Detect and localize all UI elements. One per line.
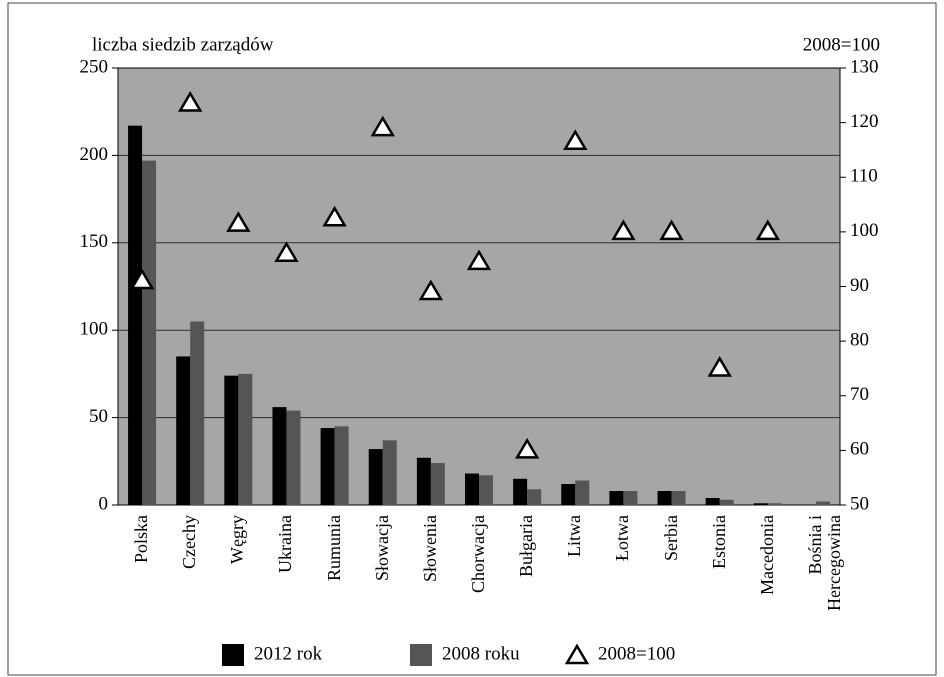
marker bbox=[418, 279, 444, 301]
y2-tick-label: 60 bbox=[850, 439, 869, 460]
bar bbox=[465, 473, 479, 505]
x-tick-label: Litwa bbox=[564, 515, 585, 557]
legend-swatch bbox=[222, 644, 244, 666]
y-tick-label: 100 bbox=[80, 319, 109, 340]
bar bbox=[767, 503, 782, 505]
bar bbox=[286, 410, 301, 505]
legend-swatch bbox=[410, 644, 432, 666]
marker bbox=[611, 219, 636, 241]
bar bbox=[272, 407, 287, 505]
x-tick-label: Łotwa bbox=[612, 515, 633, 561]
y-tick-label: 250 bbox=[80, 56, 109, 77]
marker bbox=[178, 91, 203, 112]
x-tick-label: Bośnia i Hercegowina bbox=[804, 515, 844, 611]
bar bbox=[671, 491, 686, 505]
x-tick-label: Bułgaria bbox=[516, 515, 537, 577]
frame bbox=[7, 2, 937, 676]
y2-tick-label: 110 bbox=[850, 166, 878, 187]
y2-tick-label: 100 bbox=[850, 220, 879, 241]
bar bbox=[238, 373, 253, 505]
bar bbox=[575, 480, 590, 505]
bar bbox=[753, 503, 768, 505]
bar bbox=[623, 491, 638, 505]
bar bbox=[479, 475, 493, 505]
y2-axis-label: 2008=100 bbox=[803, 34, 880, 55]
x-tick-label: Słowacja bbox=[371, 515, 392, 581]
x-tick-label: Polska bbox=[131, 515, 152, 564]
x-tick-label: Rumunia bbox=[323, 515, 344, 581]
marker bbox=[226, 211, 251, 232]
legend-label: 2008 roku bbox=[442, 643, 520, 664]
bar bbox=[128, 125, 143, 506]
bar bbox=[513, 478, 528, 505]
x-tick-label: Węgry bbox=[227, 515, 248, 564]
bar bbox=[368, 449, 383, 505]
bar bbox=[224, 375, 239, 505]
legend-label: 2012 rok bbox=[254, 643, 323, 664]
bar bbox=[320, 428, 335, 505]
y2-tick-label: 90 bbox=[850, 275, 869, 296]
x-tick-label: Ukraina bbox=[275, 515, 296, 573]
marker bbox=[322, 205, 347, 227]
marker bbox=[659, 219, 684, 241]
marker bbox=[514, 437, 540, 459]
bar bbox=[527, 489, 542, 505]
marker bbox=[563, 129, 588, 150]
bar bbox=[176, 356, 191, 505]
y-tick-label: 0 bbox=[99, 493, 109, 514]
x-tick-label: Słowenia bbox=[419, 515, 440, 582]
marker bbox=[274, 241, 299, 262]
y2-tick-label: 70 bbox=[850, 384, 869, 405]
bar bbox=[142, 160, 157, 506]
x-tick-label: Estonia bbox=[708, 515, 729, 569]
bar bbox=[815, 501, 830, 505]
bar bbox=[382, 440, 397, 505]
marker bbox=[707, 355, 732, 377]
bar bbox=[657, 491, 672, 505]
bar bbox=[430, 463, 445, 505]
x-tick-label: Czechy bbox=[179, 515, 200, 569]
y-axis-label: liczba siedzib zarządów bbox=[92, 34, 274, 55]
bar bbox=[334, 426, 349, 505]
x-tick-label: Chorwacja bbox=[468, 515, 488, 593]
y-tick-label: 200 bbox=[80, 144, 109, 165]
marker bbox=[755, 219, 780, 241]
bar bbox=[561, 484, 576, 505]
bar bbox=[719, 499, 734, 505]
bar bbox=[190, 321, 205, 505]
y2-tick-label: 120 bbox=[850, 111, 879, 132]
bar bbox=[705, 498, 720, 505]
marker bbox=[370, 115, 395, 137]
legend-marker bbox=[564, 643, 590, 665]
marker bbox=[466, 249, 492, 271]
x-tick-label: Serbia bbox=[660, 515, 681, 561]
bar bbox=[416, 457, 431, 505]
y-tick-label: 150 bbox=[80, 231, 109, 252]
y2-tick-label: 50 bbox=[850, 493, 869, 514]
y2-tick-label: 130 bbox=[850, 56, 879, 77]
y-tick-label: 50 bbox=[89, 406, 108, 427]
y2-tick-label: 80 bbox=[850, 329, 869, 350]
legend-label: 2008=100 bbox=[598, 643, 675, 664]
bar bbox=[609, 491, 624, 505]
x-tick-label: Macedonia bbox=[756, 515, 777, 595]
marker bbox=[129, 268, 155, 290]
